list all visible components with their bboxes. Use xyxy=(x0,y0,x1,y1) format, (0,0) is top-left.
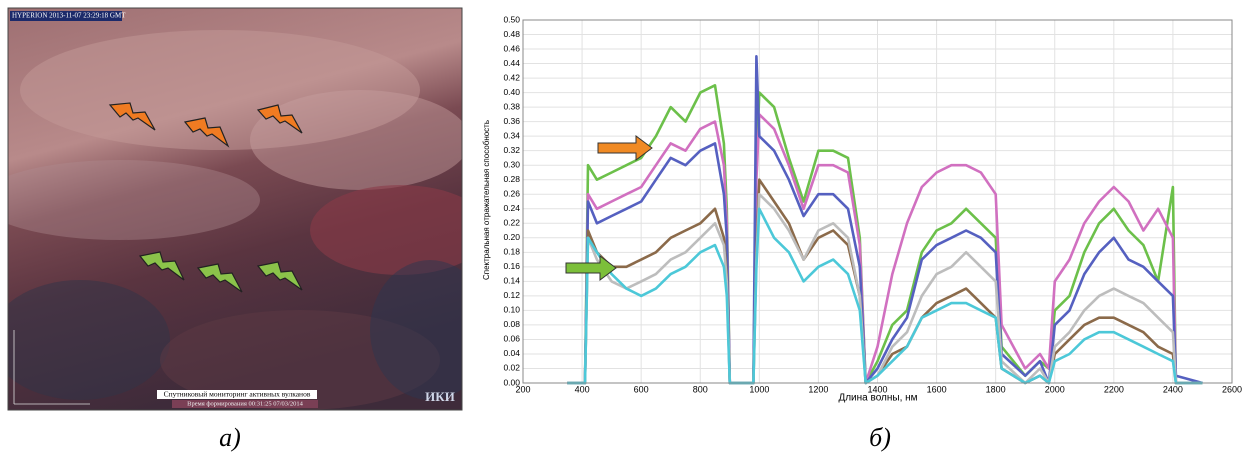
image-footer-title: Спутниковый мониторинг активных вулканов xyxy=(164,390,311,399)
y-tick-label: 0.34 xyxy=(503,130,520,140)
y-tick-label: 0.40 xyxy=(503,87,520,97)
series-line xyxy=(567,84,1203,385)
image-border xyxy=(7,7,463,411)
x-tick-label: 800 xyxy=(693,384,708,394)
header-box xyxy=(10,11,122,21)
image-caption: а) xyxy=(219,423,241,452)
series-line xyxy=(567,55,1203,385)
satellite-image xyxy=(8,8,462,410)
y-tick-label: 0.26 xyxy=(503,188,520,198)
scale-bar xyxy=(13,330,90,405)
chart-caption: б) xyxy=(869,423,891,452)
x-tick-label: 400 xyxy=(575,384,590,394)
lines xyxy=(567,55,1203,385)
x-tick-label: 1200 xyxy=(808,384,828,394)
image-footer-time: Время формирования 00:31:25 07/03/2014 xyxy=(187,400,303,407)
x-tick-label: 1400 xyxy=(867,384,887,394)
series-line xyxy=(567,207,1203,385)
x-axis-label: Длина волны, нм xyxy=(838,393,917,404)
y-tick-label: 0.50 xyxy=(503,14,520,24)
y-axis-label: Спектральная отражательная способность xyxy=(482,120,491,280)
y-tick-label: 0.44 xyxy=(503,58,520,68)
y-tick-label: 0.38 xyxy=(503,101,520,111)
x-tick-label: 2200 xyxy=(1104,384,1124,394)
y-tick-label: 0.18 xyxy=(503,247,520,257)
footer-time-box xyxy=(172,400,318,408)
y-tick-label: 0.46 xyxy=(503,43,520,53)
x-tick-label: 2400 xyxy=(1163,384,1183,394)
y-tick-label: 0.08 xyxy=(503,319,520,329)
x-tick-label: 2600 xyxy=(1222,384,1242,394)
lightning-icons xyxy=(108,102,303,293)
x-tick-label: 200 xyxy=(515,384,530,394)
y-tick-label: 0.22 xyxy=(503,218,520,228)
y-tick-label: 0.14 xyxy=(503,276,520,286)
x-tick-label: 2000 xyxy=(1045,384,1065,394)
x-tick-label: 1600 xyxy=(927,384,947,394)
y-tick-label: 0.10 xyxy=(503,305,520,315)
y-tick-label: 0.16 xyxy=(503,261,520,271)
y-tick-label: 0.30 xyxy=(503,159,520,169)
image-header: HYPERION 2013-11-07 23:29:18 GMT xyxy=(12,12,126,20)
y-tick-label: 0.02 xyxy=(503,363,520,373)
y-tick-label: 0.06 xyxy=(503,334,520,344)
logo: ИКИ xyxy=(425,389,455,404)
footer-box xyxy=(157,390,317,399)
annotation-arrows xyxy=(565,135,653,281)
y-tick-label: 0.20 xyxy=(503,232,520,242)
y-tick-label: 0.48 xyxy=(503,29,520,39)
x-tick-label: 1800 xyxy=(986,384,1006,394)
x-tick-label: 600 xyxy=(634,384,649,394)
y-tick-label: 0.32 xyxy=(503,145,520,155)
y-tick-label: 0.04 xyxy=(503,348,520,358)
y-tick-label: 0.24 xyxy=(503,203,520,213)
plot-frame xyxy=(522,19,1233,384)
y-tick-label: 0.12 xyxy=(503,290,520,300)
x-tick-label: 1000 xyxy=(749,384,769,394)
y-tick-label: 0.42 xyxy=(503,72,520,82)
y-tick-label: 0.36 xyxy=(503,116,520,126)
y-tick-label: 0.00 xyxy=(503,377,520,387)
y-tick-label: 0.28 xyxy=(503,174,520,184)
